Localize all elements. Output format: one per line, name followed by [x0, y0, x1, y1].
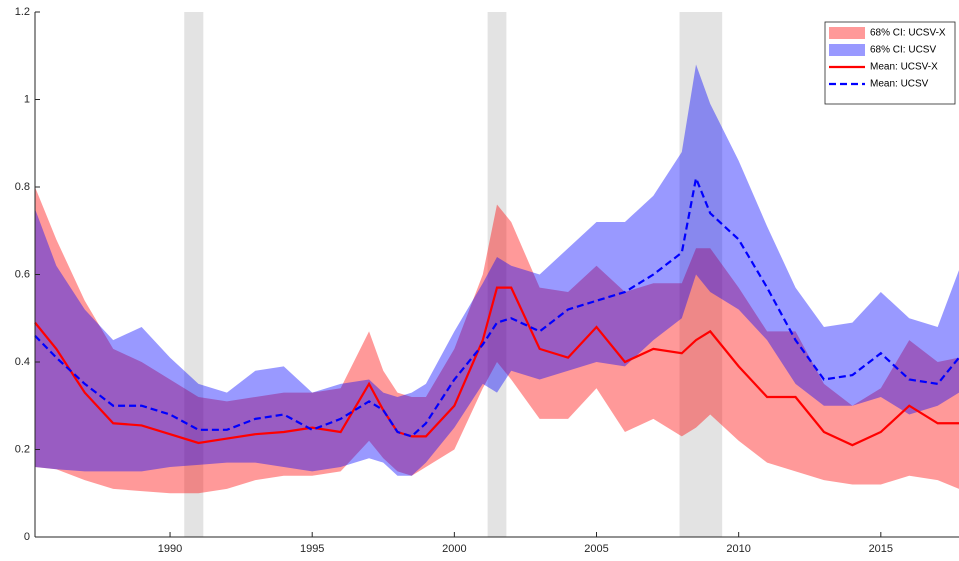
y-tick-label: 0.8	[15, 181, 30, 193]
recession-shade	[487, 12, 507, 537]
y-tick-label: 0.4	[15, 356, 30, 368]
x-tick-label: 1990	[158, 543, 182, 555]
recession-shade	[184, 12, 204, 537]
y-tick-label: 1	[24, 93, 30, 105]
x-tick-label: 2010	[726, 543, 750, 555]
y-tick-label: 0	[24, 531, 30, 543]
x-tick-label: 2000	[442, 543, 466, 555]
legend-label: Mean: UCSV-X	[870, 62, 938, 73]
legend-label: 68% CI: UCSV	[870, 45, 936, 56]
legend: 68% CI: UCSV-X 68% CI: UCSV Mean: UCSV-X Me…	[824, 21, 956, 105]
x-tick-label: 2005	[584, 543, 608, 555]
mean-line	[34, 174, 959, 438]
y-tick-label: 0.2	[15, 443, 30, 455]
x-tick-label: 1995	[300, 543, 324, 555]
recession-shade	[679, 12, 723, 537]
legend-swatch	[829, 44, 865, 56]
mean-line	[34, 286, 959, 447]
y-tick-label: 1.2	[15, 6, 30, 18]
x-tick-label: 2015	[869, 543, 893, 555]
ci-band	[35, 64, 959, 476]
legend-label: 68% CI: UCSV-X	[870, 28, 946, 39]
y-tick-label: 0.6	[15, 268, 30, 280]
legend-label: Mean: UCSV	[870, 79, 929, 90]
legend-box	[824, 21, 956, 105]
legend-swatch	[829, 27, 865, 39]
